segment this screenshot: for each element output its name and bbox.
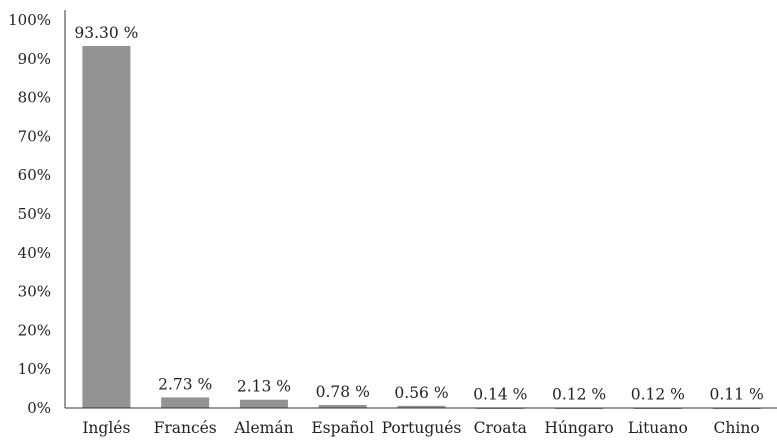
bar — [397, 405, 446, 408]
data-label: 0.12 % — [631, 386, 685, 404]
y-axis-ticks: 0% 10% 20% 30% 40% 50% 60% 70% 80% 90% 100% — [8, 11, 51, 417]
bar — [318, 404, 367, 408]
data-label: 2.13 % — [237, 378, 291, 396]
y-tick-label: 90% — [18, 50, 51, 68]
bar — [82, 45, 131, 408]
data-label: 0.12 % — [552, 386, 606, 404]
bar — [161, 397, 210, 408]
category-label: Alemán — [233, 419, 293, 437]
bar — [239, 399, 288, 408]
y-tick-label: 100% — [8, 11, 51, 29]
data-label: 0.11 % — [710, 386, 764, 404]
category-label: Húngaro — [544, 419, 613, 437]
y-tick-label: 50% — [18, 205, 51, 223]
bars — [82, 45, 761, 410]
y-tick-label: 40% — [18, 244, 51, 262]
category-label: Inglés — [82, 419, 130, 437]
y-tick-label: 70% — [18, 127, 51, 145]
category-label: Lituano — [628, 419, 688, 437]
y-tick-label: 0% — [27, 399, 51, 417]
y-tick-label: 10% — [18, 360, 51, 378]
category-labels: Inglés Francés Alemán Español Portugués Croat… — [82, 419, 759, 437]
data-label: 0.78 % — [316, 383, 370, 401]
y-tick-label: 80% — [18, 89, 51, 107]
y-tick-label: 20% — [18, 321, 51, 339]
data-label: 0.14 % — [473, 385, 527, 403]
category-label: Croata — [474, 419, 527, 437]
category-label: Español — [311, 419, 374, 437]
data-labels: 93.30 % 2.73 % 2.13 % 0.78 % 0.56 % 0.14 % 0.1… — [74, 24, 763, 404]
category-label: Chino — [714, 419, 760, 437]
category-label: Francés — [154, 419, 217, 437]
data-label: 2.73 % — [158, 375, 212, 393]
data-label: 0.56 % — [394, 384, 448, 402]
y-tick-label: 60% — [18, 166, 51, 184]
y-tick-label: 30% — [18, 283, 51, 301]
data-label: 93.30 % — [74, 24, 138, 42]
category-label: Portugués — [382, 419, 462, 437]
